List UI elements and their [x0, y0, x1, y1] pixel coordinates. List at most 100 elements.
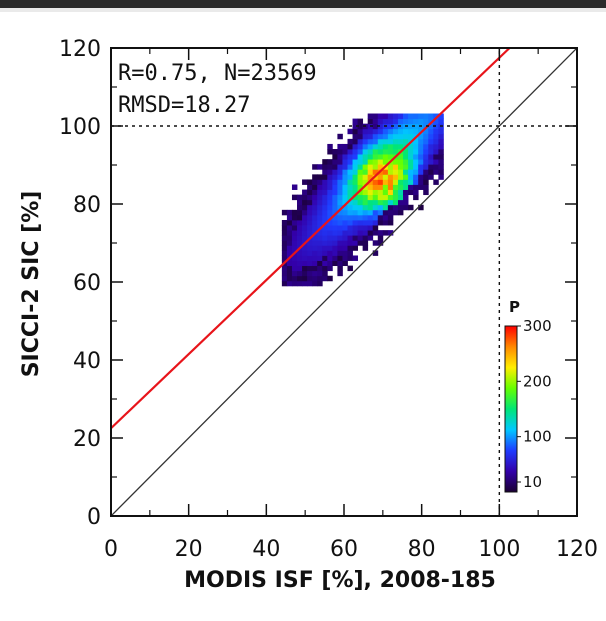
- density-bin: [387, 174, 394, 180]
- density-bin: [317, 265, 323, 272]
- density-bin: [397, 169, 404, 175]
- density-bin: [413, 194, 419, 201]
- density-bin: [387, 143, 394, 150]
- density-bin: [362, 174, 369, 180]
- density-bin: [327, 189, 333, 196]
- density-bin: [397, 159, 404, 165]
- density-bin: [423, 189, 429, 196]
- density-bin: [291, 194, 298, 201]
- density-bin: [312, 209, 318, 216]
- density-bin: [397, 133, 404, 140]
- density-bin: [408, 113, 414, 119]
- density-bin: [302, 255, 308, 261]
- density-bin: [382, 204, 389, 211]
- density-bin: [397, 204, 404, 211]
- density-bin: [352, 149, 358, 155]
- density-bin: [297, 225, 303, 231]
- density-bin: [403, 118, 409, 125]
- density-bin: [332, 260, 338, 267]
- density-bin: [372, 194, 379, 201]
- density-bin: [438, 154, 444, 160]
- density-bin: [337, 255, 343, 261]
- x-tick-label: 40: [252, 537, 280, 562]
- density-bin: [286, 260, 293, 267]
- density-bin: [377, 194, 384, 201]
- density-bin: [362, 159, 369, 165]
- x-axis-title: MODIS ISF [%], 2008-185: [184, 568, 496, 593]
- density-bin: [382, 214, 389, 221]
- density-bin: [377, 138, 384, 145]
- density-bin: [403, 169, 409, 175]
- density-bin: [433, 113, 439, 119]
- density-bin: [337, 133, 343, 140]
- density-bin: [302, 260, 308, 267]
- density-bin: [382, 219, 389, 226]
- y-tick-label: 120: [59, 37, 101, 62]
- density-bin: [372, 209, 379, 216]
- density-bin: [372, 179, 379, 185]
- density-bin: [387, 184, 394, 190]
- identity-line: [111, 48, 577, 516]
- density-bin: [337, 260, 343, 267]
- density-bin: [372, 149, 379, 155]
- density-bin: [372, 123, 379, 130]
- density-bin: [403, 179, 409, 185]
- density-bin: [418, 113, 424, 119]
- density-bin: [387, 128, 394, 135]
- density-bin: [322, 174, 328, 180]
- density-bin: [322, 225, 328, 231]
- density-bin: [382, 209, 389, 216]
- density-bin: [342, 209, 348, 216]
- density-cloud: [281, 113, 444, 287]
- density-bin: [297, 230, 303, 236]
- density-bin: [281, 219, 288, 226]
- density-bin: [327, 149, 333, 155]
- density-bin: [413, 189, 419, 196]
- density-bin: [352, 230, 358, 236]
- density-bin: [357, 235, 364, 241]
- density-bin: [347, 219, 353, 226]
- density-bin: [281, 240, 288, 246]
- density-bin: [438, 113, 444, 119]
- density-bin: [332, 149, 338, 155]
- density-bin: [302, 225, 308, 231]
- density-bin: [428, 138, 434, 145]
- density-bin: [377, 149, 384, 155]
- density-bin: [387, 219, 394, 226]
- density-bin: [362, 189, 369, 196]
- density-bin: [438, 133, 444, 140]
- density-bin: [327, 225, 333, 231]
- density-bin: [382, 113, 389, 119]
- density-bin: [377, 133, 384, 140]
- density-bin: [302, 245, 308, 251]
- density-bin: [367, 159, 374, 165]
- density-bin: [418, 204, 424, 211]
- density-bin: [372, 250, 379, 256]
- density-bin: [332, 184, 338, 190]
- density-bin: [332, 255, 338, 261]
- density-bin: [413, 169, 419, 175]
- density-bin: [403, 194, 409, 201]
- density-bin: [382, 199, 389, 206]
- density-bin: [367, 235, 374, 241]
- density-bin: [438, 138, 444, 145]
- density-bin: [387, 133, 394, 140]
- density-bin: [332, 235, 338, 241]
- density-bin: [413, 179, 419, 185]
- density-bin: [352, 204, 358, 211]
- density-bin: [312, 219, 318, 226]
- density-bin: [291, 245, 298, 251]
- density-bin: [281, 265, 288, 272]
- density-bin: [392, 194, 399, 201]
- density-bin: [397, 138, 404, 145]
- density-bin: [372, 189, 379, 196]
- density-bin: [286, 230, 293, 236]
- density-bin: [347, 245, 353, 251]
- y-tick-label: 20: [73, 427, 101, 452]
- density-bin: [367, 169, 374, 175]
- density-bin: [357, 174, 364, 180]
- density-bin: [342, 189, 348, 196]
- density-bin: [352, 159, 358, 165]
- density-bin: [423, 118, 429, 125]
- density-bin: [312, 255, 318, 261]
